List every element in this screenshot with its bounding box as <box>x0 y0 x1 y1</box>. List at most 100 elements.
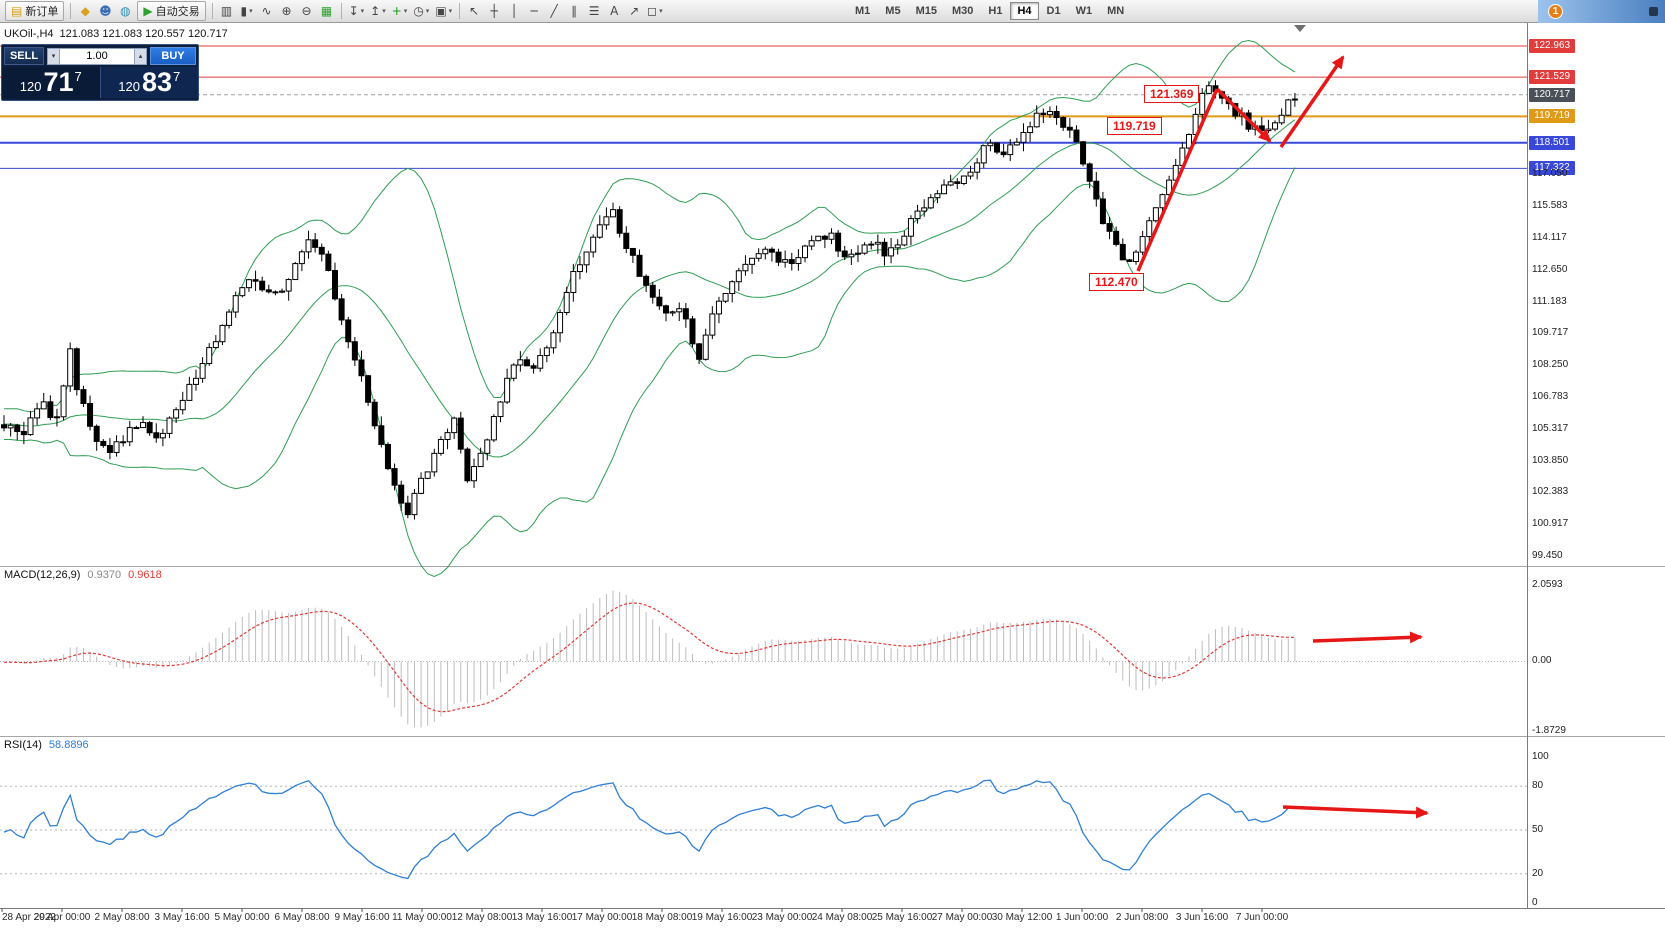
trendline-icon[interactable]: ╱ <box>544 1 564 21</box>
toolbar-separator <box>340 3 342 19</box>
crosshair-icon[interactable]: ┼ <box>484 1 504 21</box>
macd-signal-value: 0.9618 <box>128 569 162 581</box>
time-axis-label: 28 Apr 2022 <box>2 912 56 923</box>
symbol-ohlc-header: UKOil-,H4 121.083 121.083 120.557 120.717 <box>4 28 234 40</box>
cursor-icon[interactable]: ↖ <box>464 1 484 21</box>
price-axis-label: 111.183 <box>1532 295 1567 307</box>
time-axis-label: 27 May 00:00 <box>931 912 993 923</box>
timeframe-m30[interactable]: M30 <box>951 5 974 17</box>
trend-arrow[interactable] <box>1312 631 1423 644</box>
vertical-line-icon[interactable]: │ <box>504 1 524 21</box>
template-icon-dropdown[interactable]: ▾ <box>448 7 453 15</box>
bar-chart-icon[interactable]: ▥ <box>217 1 237 21</box>
toolbar-separator <box>459 3 461 19</box>
market-watch-icon[interactable]: ◆ <box>75 1 95 21</box>
shapes-icon[interactable]: ◻ ▾ <box>644 1 665 21</box>
arrows-icon-glyph: ↗ <box>629 4 640 18</box>
text-icon[interactable]: A <box>604 1 624 21</box>
time-axis-label: 23 May 00:00 <box>751 912 813 923</box>
volume-decrease-button[interactable]: ▾ <box>47 47 60 65</box>
community-icon[interactable]: ◍ <box>115 1 135 21</box>
time-axis-label: 17 May 00:00 <box>571 912 633 923</box>
macd-name: MACD(12,26,9) <box>4 569 81 581</box>
time-axis-label: 3 Jun 16:00 <box>1175 912 1229 923</box>
trend-arrow[interactable] <box>1215 87 1272 143</box>
price-axis-label: 114.117 <box>1532 231 1567 243</box>
macd-main-value: 0.9370 <box>87 569 122 581</box>
timeframe-m1[interactable]: M1 <box>855 5 871 17</box>
ask-prefix: 120 <box>118 79 140 94</box>
price-tag: 117.322 <box>1529 161 1575 176</box>
fibonacci-icon[interactable]: ☰ <box>584 1 604 21</box>
period-icon-dropdown[interactable]: ▾ <box>425 7 430 15</box>
time-axis-label: 2 May 08:00 <box>94 912 150 923</box>
time-axis-label: 25 May 16:00 <box>871 912 933 923</box>
ask-price[interactable]: 120 83 7 <box>99 67 198 98</box>
candlestick-chart-icon[interactable]: ▮ ▾ <box>237 1 257 21</box>
indicator-window-icon[interactable]: ↥ ▾ <box>367 1 389 21</box>
rsi-indicator-label: RSI(14) 58.8896 <box>4 739 89 751</box>
timeframe-d1[interactable]: D1 <box>1046 5 1061 17</box>
tile-windows-icon-glyph: ▦ <box>320 4 333 18</box>
template-icon[interactable]: ▣ ▾ <box>432 1 455 21</box>
timeframe-m5[interactable]: M5 <box>885 5 901 17</box>
bollinger-bands <box>3 39 1296 578</box>
zoom-out-icon[interactable]: ⊖ <box>297 1 317 21</box>
add-indicator-icon[interactable]: + ▾ <box>389 1 411 21</box>
trend-arrow[interactable] <box>1282 805 1429 819</box>
bid-prefix: 120 <box>19 79 42 94</box>
time-axis-label: 24 May 08:00 <box>811 912 873 923</box>
corner-icon[interactable] <box>1649 7 1658 16</box>
price-axis-label: 100.917 <box>1532 518 1569 530</box>
zoom-in-icon[interactable]: ⊕ <box>277 1 297 21</box>
macd-axis-label: -1.8729 <box>1532 725 1566 736</box>
ask-pip-digit: 7 <box>173 69 181 84</box>
timeframe-h4[interactable]: H4 <box>1010 2 1039 20</box>
trend-arrow[interactable] <box>1279 55 1345 148</box>
sell-button[interactable]: SELL <box>4 47 44 65</box>
rsi-axis-label: 50 <box>1532 824 1544 835</box>
bid-big-digits: 71 <box>43 67 74 97</box>
timeframe-w1[interactable]: W1 <box>1075 5 1093 17</box>
rsi-axis-label: 0 <box>1532 897 1538 908</box>
profile-icon[interactable]: ☻ <box>95 1 115 21</box>
timeframe-mn[interactable]: MN <box>1107 5 1125 17</box>
time-axis-label: 2 Jun 08:00 <box>1115 912 1169 923</box>
bid-price[interactable]: 120 71 7 <box>2 67 100 98</box>
price-axis-label: 103.850 <box>1532 454 1569 466</box>
chart-shift-marker[interactable] <box>1294 25 1306 32</box>
toolbar-button-groups: ▤ 新订单 ◆ ☻ ◍ ▶ 自动交易 ▥ ▮ ▾ ∿ ⊕ ⊖ ▦ ↧ ▾ ↥ ▾ + ▾ ◷ ▾ ▣ ▾ ↖ ┼ │ ─ ╱ ∥ ☰ A ↗ ◻ ▾ <box>0 0 1665 22</box>
indicator-list-icon-dropdown[interactable]: ▾ <box>360 7 365 15</box>
volume-increase-button[interactable]: ▴ <box>134 47 147 65</box>
channel-icon[interactable]: ∥ <box>564 1 584 21</box>
arrows-icon[interactable]: ↗ <box>624 1 644 21</box>
indicator-window-icon-dropdown[interactable]: ▾ <box>382 7 386 15</box>
shapes-icon-dropdown[interactable]: ▾ <box>659 7 663 15</box>
price-annotation[interactable]: 121.369 <box>1144 85 1200 103</box>
new-order-button[interactable]: ▤ 新订单 <box>5 1 65 21</box>
price-axis-label: 99.450 <box>1532 550 1563 561</box>
price-annotation[interactable]: 119.719 <box>1107 117 1162 135</box>
timeframe-m15[interactable]: M15 <box>915 5 937 17</box>
autotrading-button[interactable]: ▶ 自动交易 <box>137 1 206 21</box>
buy-button[interactable]: BUY <box>150 47 196 65</box>
time-axis-label: 9 May 16:00 <box>334 912 390 923</box>
rsi-axis-label: 80 <box>1532 780 1544 792</box>
notification-badge[interactable]: 1 <box>1548 4 1563 19</box>
time-axis-label: 11 May 00:00 <box>392 912 452 923</box>
tile-windows-icon[interactable]: ▦ <box>317 1 337 21</box>
add-indicator-icon-dropdown[interactable]: ▾ <box>403 7 408 15</box>
trend-arrow[interactable] <box>1136 88 1219 272</box>
text-icon-glyph: A <box>610 4 619 18</box>
time-axis-label: 18 May 08:00 <box>631 912 693 923</box>
line-chart-icon[interactable]: ∿ <box>257 1 277 21</box>
timeframe-h1[interactable]: H1 <box>988 5 1003 17</box>
period-icon[interactable]: ◷ ▾ <box>410 1 432 21</box>
candlestick-chart-icon-dropdown[interactable]: ▾ <box>249 7 253 15</box>
indicator-list-icon[interactable]: ↧ ▾ <box>346 1 368 21</box>
window-edge-panel: 1 <box>1538 0 1665 23</box>
price-annotation[interactable]: 112.470 <box>1089 273 1144 291</box>
horizontal-line-icon[interactable]: ─ <box>524 1 544 21</box>
volume-input[interactable]: 1.00 <box>60 47 134 65</box>
